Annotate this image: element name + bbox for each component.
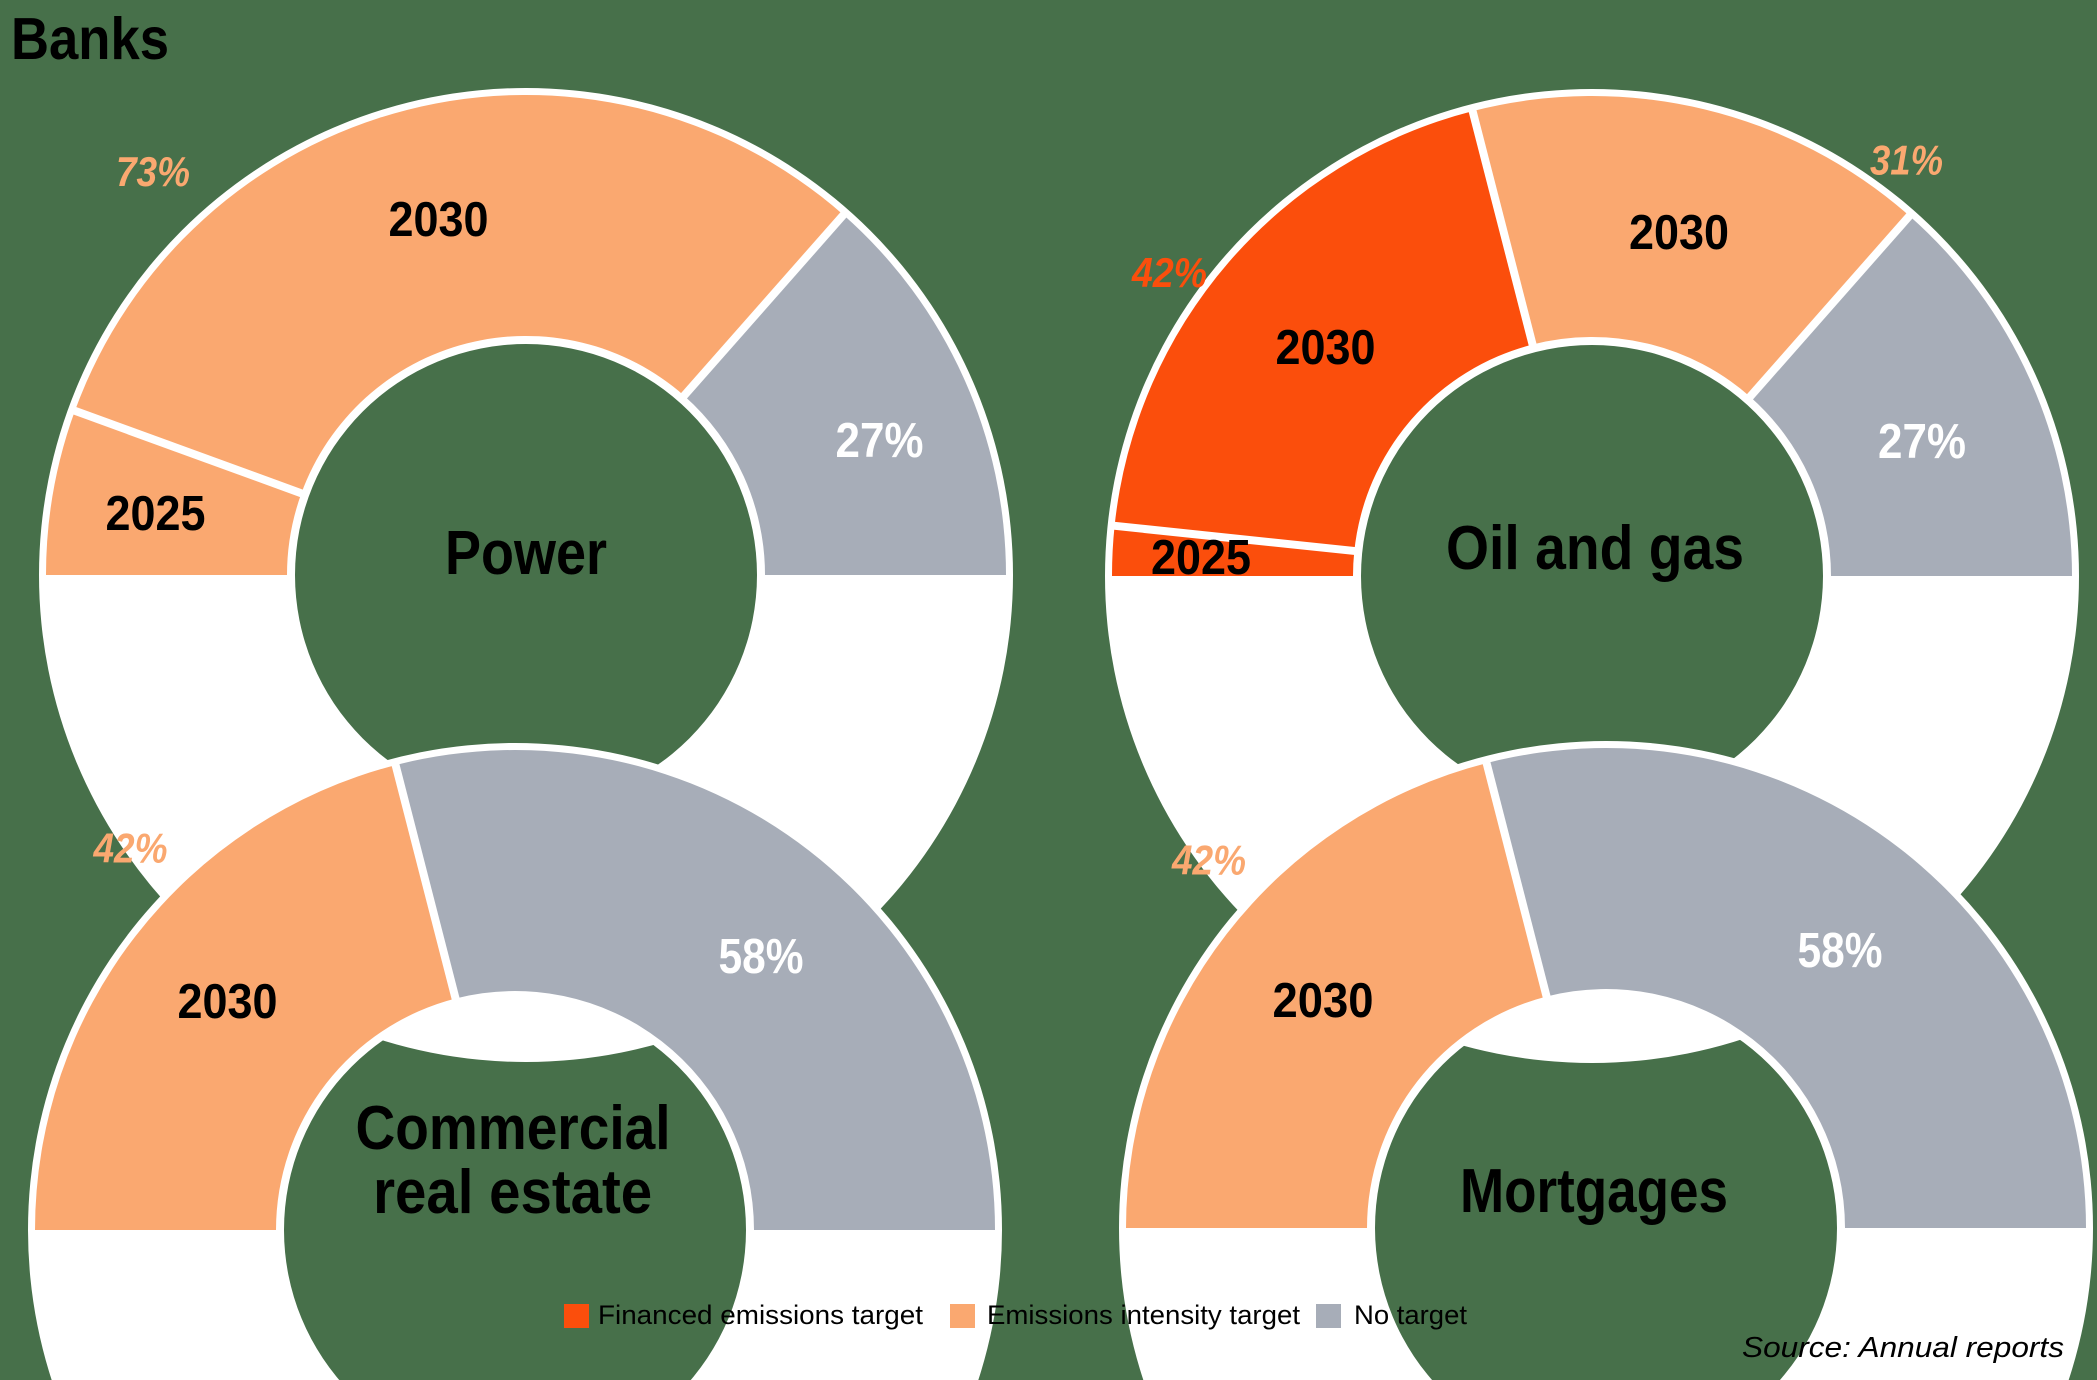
svg-text:31%: 31% [1870, 137, 1943, 184]
svg-text:Power: Power [445, 519, 607, 588]
svg-text:2030: 2030 [1629, 206, 1729, 260]
svg-text:Oil and gas: Oil and gas [1446, 514, 1744, 583]
svg-text:No target: No target [1354, 1300, 1468, 1330]
svg-text:42%: 42% [1131, 249, 1207, 296]
svg-text:Mortgages: Mortgages [1460, 1157, 1728, 1226]
svg-text:real estate: real estate [373, 1158, 652, 1227]
svg-text:2030: 2030 [178, 975, 278, 1029]
svg-text:2030: 2030 [1273, 974, 1374, 1028]
svg-text:58%: 58% [719, 930, 804, 984]
svg-text:Commercial: Commercial [356, 1094, 671, 1163]
svg-text:73%: 73% [116, 148, 190, 195]
svg-text:2030: 2030 [389, 193, 489, 247]
svg-text:42%: 42% [93, 825, 168, 872]
svg-text:2025: 2025 [106, 487, 206, 541]
svg-text:27%: 27% [836, 414, 924, 468]
svg-text:Source: Annual reports: Source: Annual reports [1742, 1332, 2064, 1364]
svg-text:2025: 2025 [1151, 531, 1251, 585]
svg-text:42%: 42% [1171, 837, 1246, 884]
svg-text:Financed emissions target: Financed emissions target [598, 1300, 924, 1330]
svg-text:Emissions intensity target: Emissions intensity target [987, 1300, 1301, 1330]
svg-text:2030: 2030 [1276, 321, 1376, 375]
svg-text:58%: 58% [1798, 924, 1883, 978]
svg-text:27%: 27% [1878, 415, 1966, 469]
svg-text:Banks: Banks [11, 6, 169, 72]
